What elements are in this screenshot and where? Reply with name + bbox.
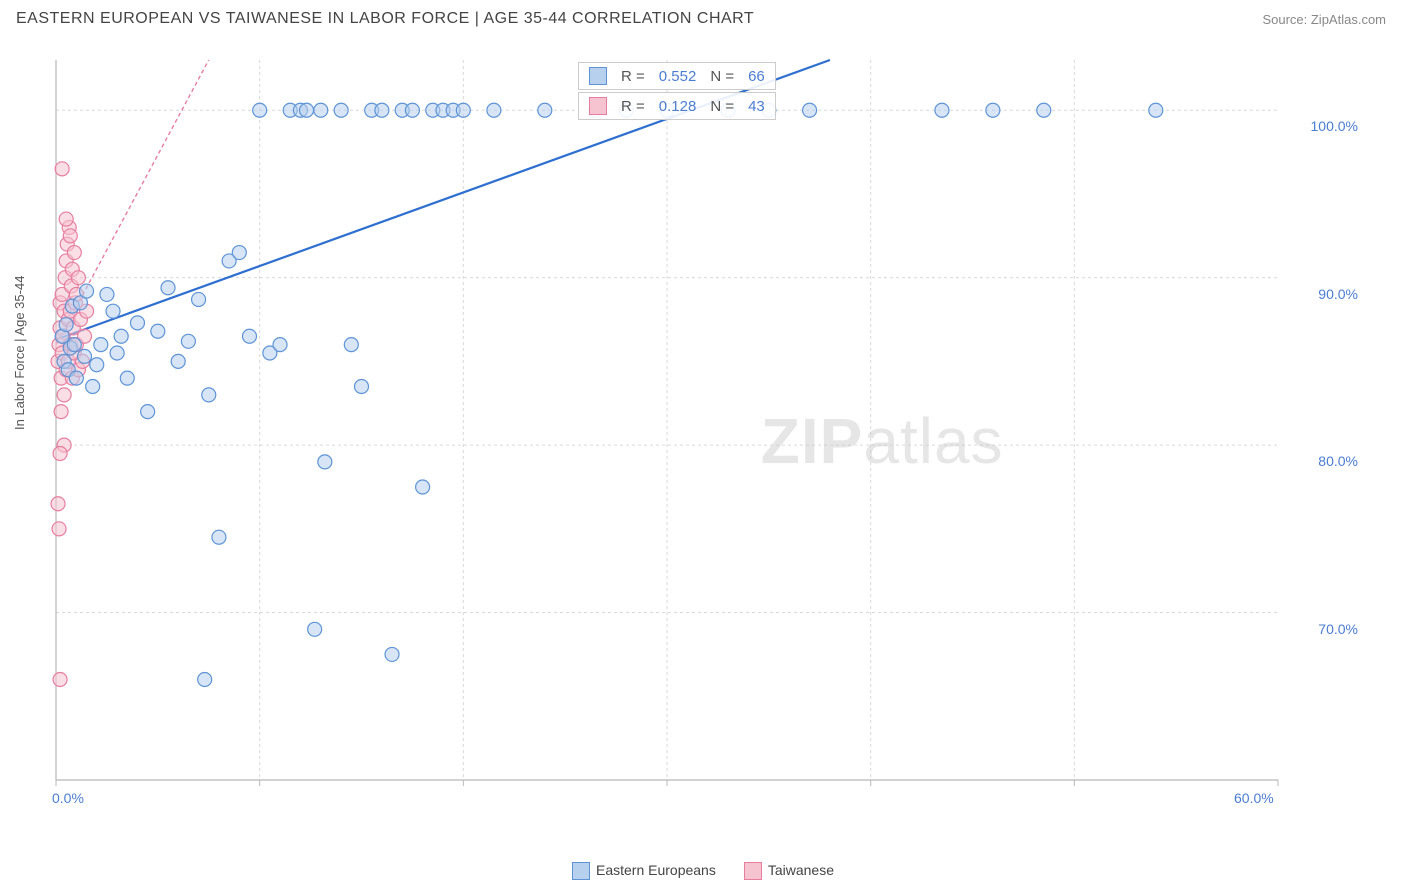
legend: Eastern Europeans Taiwanese bbox=[572, 862, 834, 880]
plot-svg bbox=[48, 50, 1368, 820]
legend-label: Eastern Europeans bbox=[596, 862, 716, 878]
legend-item: Eastern Europeans bbox=[572, 862, 716, 880]
r-label: R = bbox=[621, 98, 645, 115]
r-value: 0.128 bbox=[659, 98, 697, 115]
y-tick-label: 80.0% bbox=[1318, 453, 1358, 469]
y-axis-label: In Labor Force | Age 35-44 bbox=[12, 276, 27, 430]
legend-item: Taiwanese bbox=[744, 862, 834, 880]
n-value: 66 bbox=[748, 68, 765, 85]
r-label: R = bbox=[621, 68, 645, 85]
scatter-plot: ZIPatlas R =0.552N =66R =0.128N =43 70.0… bbox=[48, 50, 1368, 820]
stat-swatch bbox=[589, 67, 607, 85]
legend-swatch bbox=[744, 862, 762, 880]
n-value: 43 bbox=[748, 98, 765, 115]
legend-swatch bbox=[572, 862, 590, 880]
n-label: N = bbox=[710, 68, 734, 85]
y-tick-label: 70.0% bbox=[1318, 621, 1358, 637]
stat-row: R = 0.552 N = 66 bbox=[578, 62, 776, 90]
y-tick-label: 90.0% bbox=[1318, 286, 1358, 302]
n-label: N = bbox=[710, 98, 734, 115]
legend-label: Taiwanese bbox=[768, 862, 834, 878]
x-tick-label: 60.0% bbox=[1234, 790, 1274, 806]
source-label: Source: ZipAtlas.com bbox=[1262, 12, 1386, 27]
chart-title: EASTERN EUROPEAN VS TAIWANESE IN LABOR F… bbox=[16, 10, 754, 28]
y-tick-label: 100.0% bbox=[1311, 118, 1358, 134]
x-tick-label: 0.0% bbox=[52, 790, 84, 806]
stat-swatch bbox=[589, 97, 607, 115]
stat-row: R = 0.128 N = 43 bbox=[578, 92, 776, 120]
r-value: 0.552 bbox=[659, 68, 697, 85]
